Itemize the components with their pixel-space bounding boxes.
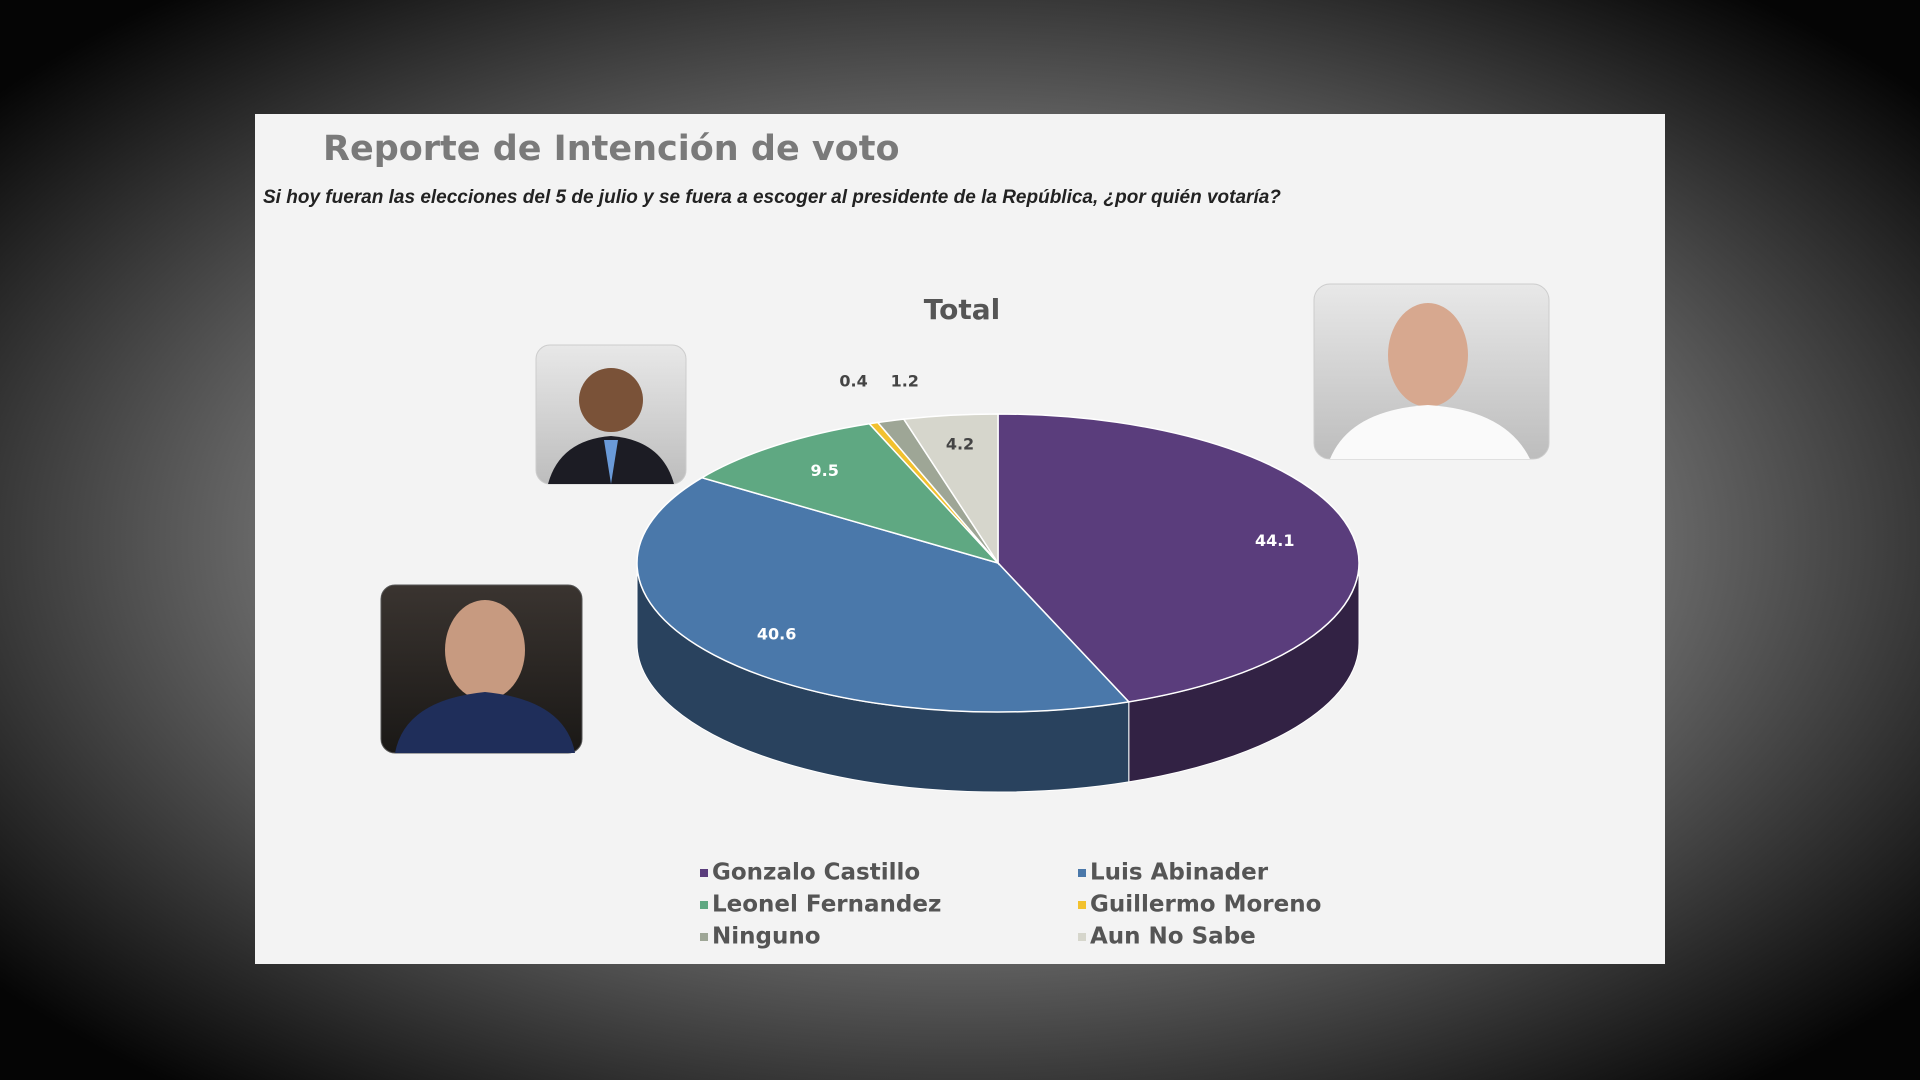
photo-leonel <box>535 344 687 485</box>
chart-title: Total <box>924 293 1001 326</box>
data-label: 44.1 <box>1255 531 1294 550</box>
slice <box>700 422 1001 565</box>
slice <box>997 413 1360 703</box>
legend-swatch <box>1078 901 1086 909</box>
legend-label: Ninguno <box>712 924 821 950</box>
data-label: 1.2 <box>891 372 919 391</box>
subtitle: Si hoy fueran las elecciones del 5 de ju… <box>263 187 1281 208</box>
photo-gonzalo <box>1313 283 1550 460</box>
data-label: 40.6 <box>757 624 796 643</box>
legend-label: Leonel Fernandez <box>712 892 941 918</box>
legend-label: Gonzalo Castillo <box>712 860 920 886</box>
legend-swatch <box>1078 869 1086 877</box>
data-label: 0.4 <box>839 372 867 391</box>
slice <box>636 476 1131 713</box>
photo-luis <box>380 584 583 754</box>
legend-swatch <box>1078 933 1086 941</box>
pie: 44.1 40.6 9.5 0.4 1.2 4.2 <box>636 372 1360 793</box>
legend-label: Luis Abinader <box>1090 860 1269 886</box>
legend: Gonzalo Castillo Luis Abinader Leonel Fern… <box>700 860 1321 950</box>
legend-swatch <box>700 869 708 877</box>
slice <box>902 413 999 566</box>
data-label: 4.2 <box>946 434 974 453</box>
legend-swatch <box>700 933 708 941</box>
title: Reporte de Intención de voto <box>323 129 900 169</box>
legend-label: Aun No Sabe <box>1090 924 1256 950</box>
data-label: 9.5 <box>811 461 839 480</box>
legend-swatch <box>700 901 708 909</box>
legend-label: Guillermo Moreno <box>1090 892 1321 918</box>
